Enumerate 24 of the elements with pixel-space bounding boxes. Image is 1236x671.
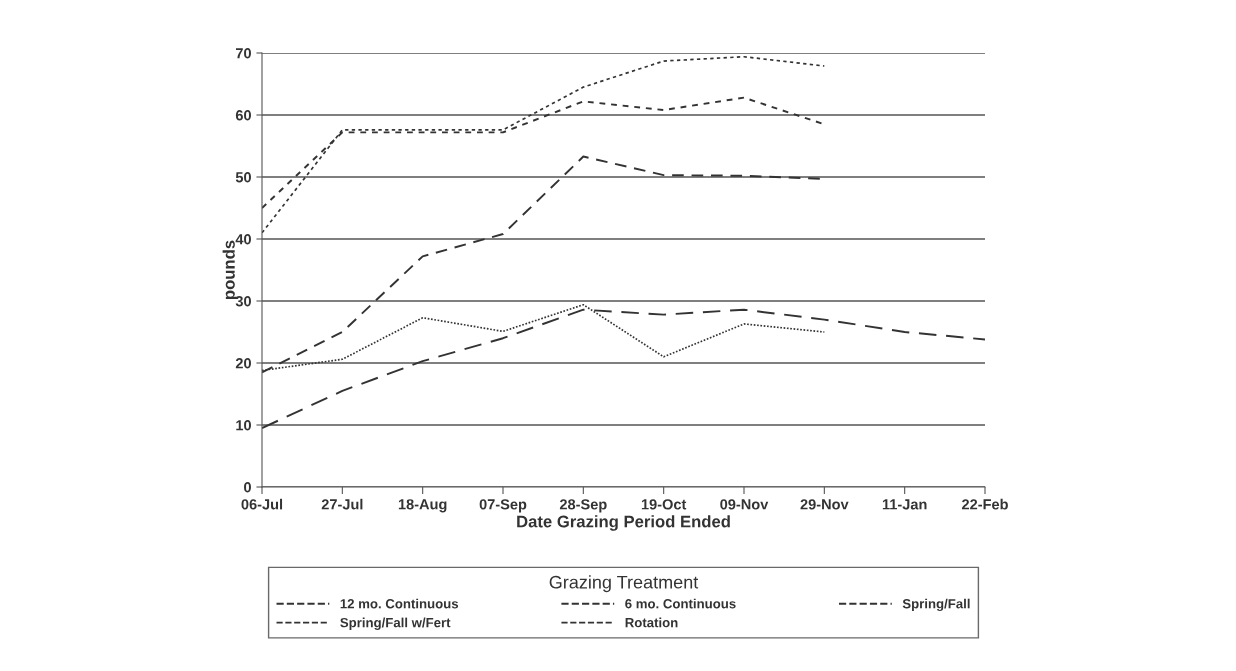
legend-label: 6 mo. Continuous xyxy=(625,598,736,609)
x-tick-label: 28-Sep xyxy=(559,499,607,513)
x-tick-label: 18-Aug xyxy=(398,499,447,513)
x-axis-title: Date Grazing Period Ended xyxy=(517,515,730,531)
x-tick-label: 07-Sep xyxy=(479,499,527,513)
y-tick-label: 10 xyxy=(236,420,251,431)
legend-label: Spring/Fall xyxy=(902,598,970,612)
x-tick-label: 11-Jan xyxy=(882,499,927,510)
x-tick-label: 27-Jul xyxy=(321,498,363,510)
y-tick-label: 0 xyxy=(244,482,251,493)
legend-label: 12 mo. Continuous xyxy=(340,598,459,609)
y-tick-label: 60 xyxy=(235,110,251,121)
y-tick-label: 20 xyxy=(235,358,251,369)
x-tick-label: 19-Oct xyxy=(641,499,687,510)
legend-label: Spring/Fall w/Fert xyxy=(340,617,451,630)
x-tick-label: 06-Jul xyxy=(241,498,283,510)
x-tick-label: 29-Nov xyxy=(800,499,849,510)
y-tick-label: 50 xyxy=(235,172,251,183)
x-tick-label: 09-Nov xyxy=(720,499,769,510)
x-tick-label: 22-Feb xyxy=(962,498,1008,510)
legend-label: Rotation xyxy=(625,617,678,628)
line-series xyxy=(262,55,826,234)
legend-title: Grazing Treatment xyxy=(549,575,699,593)
y-tick-label: 70 xyxy=(235,48,251,59)
